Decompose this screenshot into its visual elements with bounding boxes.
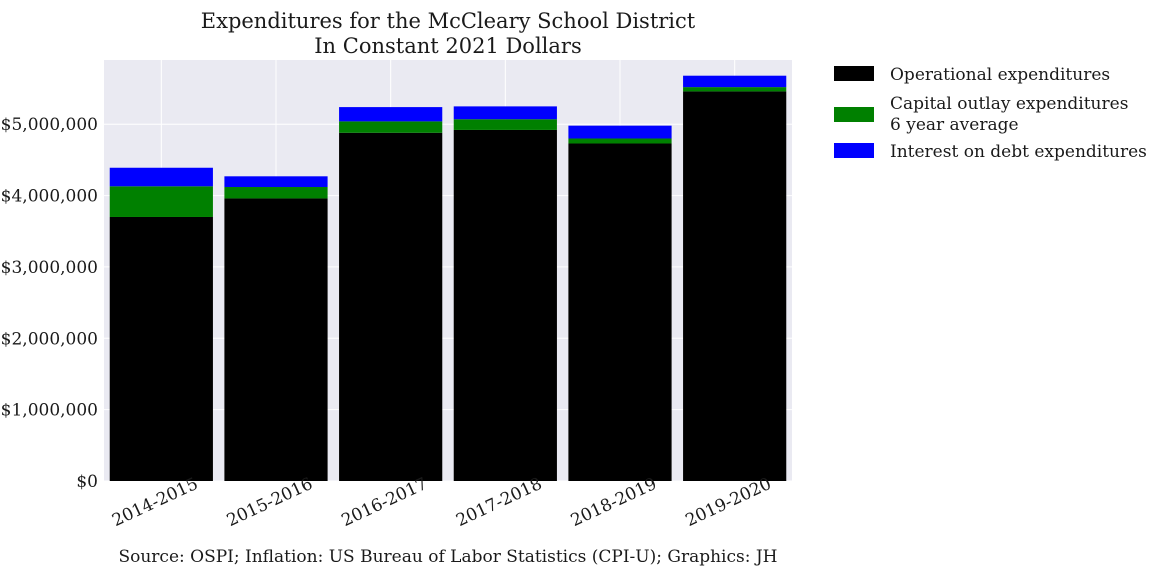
x-tick-label: 2018-2019	[568, 474, 660, 531]
legend-label: 6 year average	[890, 115, 1019, 135]
y-tick-label: $0	[76, 472, 98, 492]
bar-segment-interest-on-debt	[109, 167, 213, 187]
bar-segment-operational	[224, 198, 328, 481]
chart-title-line-2: In Constant 2021 Dollars	[314, 34, 581, 58]
y-axis-tick-labels: $0 $1,000,000 $2,000,000 $3,000,000 $4,000,0…	[1, 115, 98, 492]
legend: Operational expenditures Capital outlay e…	[834, 65, 1147, 162]
y-tick-label: $4,000,000	[1, 187, 98, 207]
bars	[109, 75, 787, 482]
bar-segment-operational	[453, 129, 557, 481]
legend-swatch	[834, 66, 874, 81]
y-tick-label: $3,000,000	[1, 258, 98, 278]
x-tick-label: 2019-2020	[683, 474, 775, 531]
bar-segment-capital-outlay	[568, 138, 672, 144]
legend-label: Capital outlay expenditures	[890, 94, 1128, 114]
source-note: Source: OSPI; Inflation: US Bureau of La…	[118, 547, 777, 567]
legend-swatch	[834, 107, 874, 122]
x-tick-label: 2014-2015	[109, 474, 201, 531]
x-tick-label: 2015-2016	[224, 474, 316, 531]
chart-title-line-1: Expenditures for the McCleary School Dis…	[201, 9, 696, 33]
bar-segment-interest-on-debt	[224, 176, 328, 188]
x-tick-label: 2017-2018	[453, 474, 545, 531]
bar-segment-interest-on-debt	[453, 106, 557, 120]
y-tick-label: $2,000,000	[1, 329, 98, 349]
bar-segment-capital-outlay	[683, 87, 787, 92]
bar-segment-interest-on-debt	[568, 125, 672, 139]
legend-label: Operational expenditures	[890, 65, 1110, 85]
bar-segment-capital-outlay	[453, 119, 557, 130]
bar-segment-operational	[339, 132, 443, 481]
y-tick-label: $5,000,000	[1, 115, 98, 135]
plot-area	[104, 60, 792, 481]
legend-swatch	[834, 143, 874, 158]
bar-segment-interest-on-debt	[339, 107, 443, 122]
bar-segment-interest-on-debt	[683, 75, 787, 88]
bar-segment-capital-outlay	[339, 121, 443, 133]
bar-segment-capital-outlay	[224, 187, 328, 199]
bar-segment-operational	[683, 91, 787, 481]
legend-label: Interest on debt expenditures	[890, 142, 1147, 162]
bar-segment-operational	[568, 143, 672, 481]
bar-segment-capital-outlay	[109, 186, 213, 217]
y-tick-label: $1,000,000	[1, 401, 98, 421]
x-axis-tick-labels: 2014-2015 2015-2016 2016-2017 2017-2018 2018…	[109, 474, 774, 531]
bar-segment-operational	[109, 216, 213, 482]
x-tick-label: 2016-2017	[339, 474, 431, 531]
